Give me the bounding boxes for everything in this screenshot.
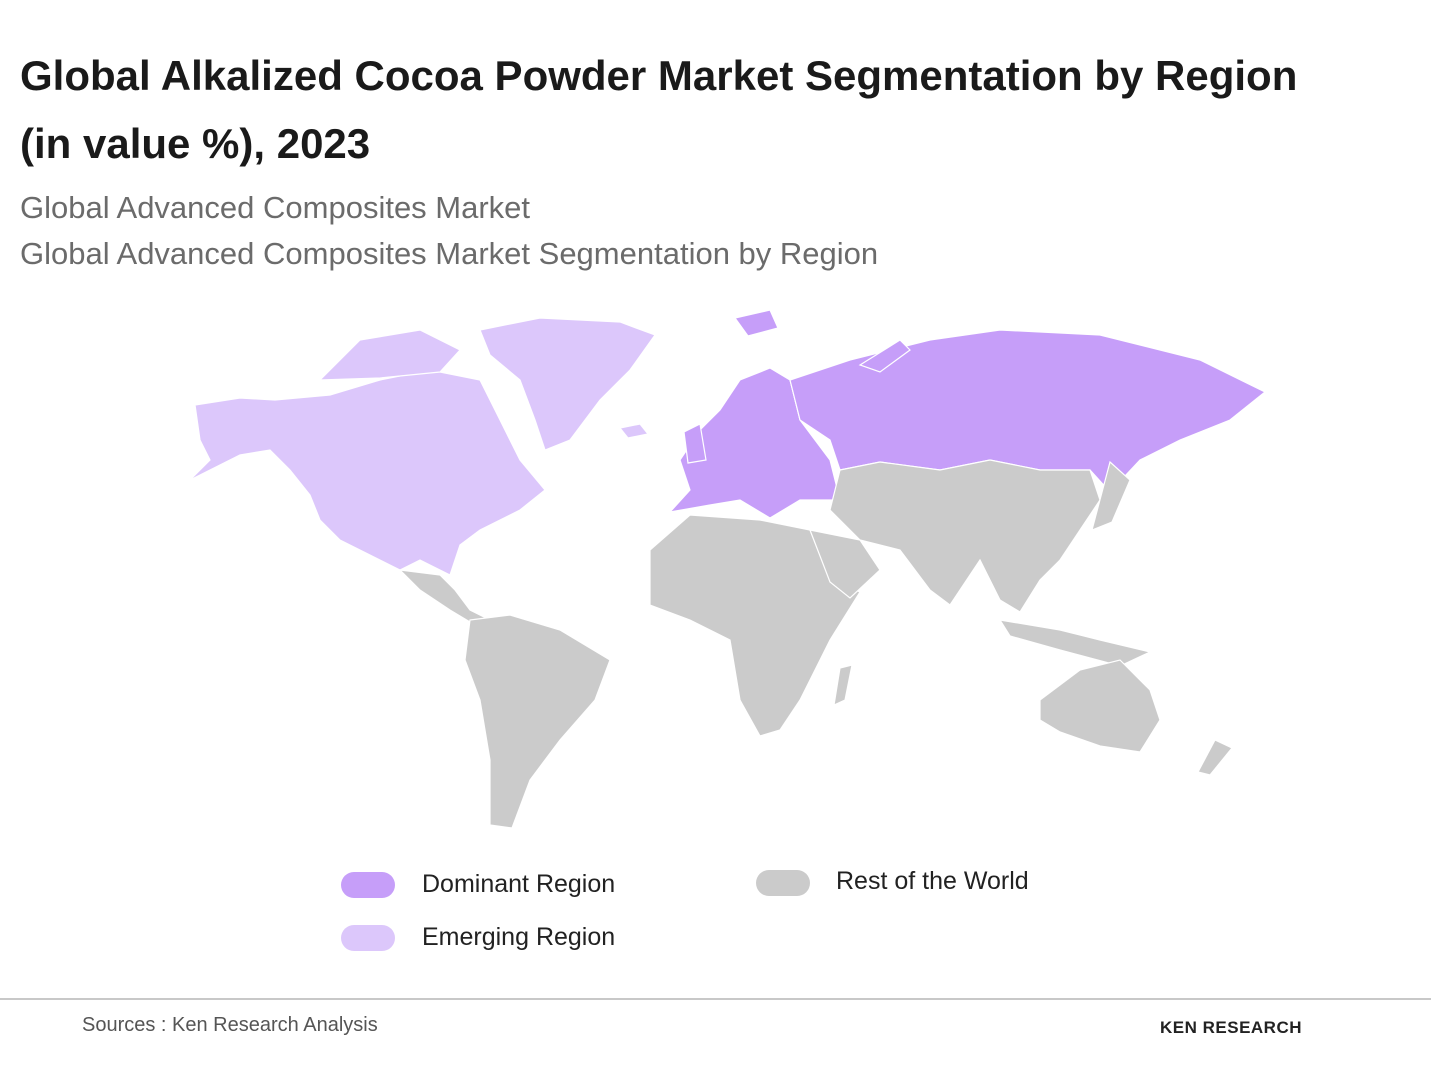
legend-swatch <box>341 925 395 951</box>
source: Sources : Ken Research Analysis <box>82 1014 378 1036</box>
subtitle: Global Advanced Composites Market Segmen… <box>20 236 879 271</box>
title: Global Alkalized Cocoa Powder Market Seg… <box>20 52 1298 167</box>
world-map <box>189 309 1267 829</box>
legend-label: Rest of the World <box>836 867 1029 895</box>
dominant-region <box>668 309 1267 519</box>
legend-label: Emerging Region <box>422 923 616 951</box>
logo: KEN RESEARCH <box>1160 1018 1303 1037</box>
divider <box>0 998 1431 1000</box>
legend-label: Dominant Region <box>422 870 616 898</box>
rest-of-world <box>398 459 1233 829</box>
emerging-region <box>189 317 656 576</box>
legend-swatch <box>756 870 810 896</box>
legend-swatch <box>341 872 395 898</box>
subtitle: Global Advanced Composites Market <box>20 190 531 225</box>
